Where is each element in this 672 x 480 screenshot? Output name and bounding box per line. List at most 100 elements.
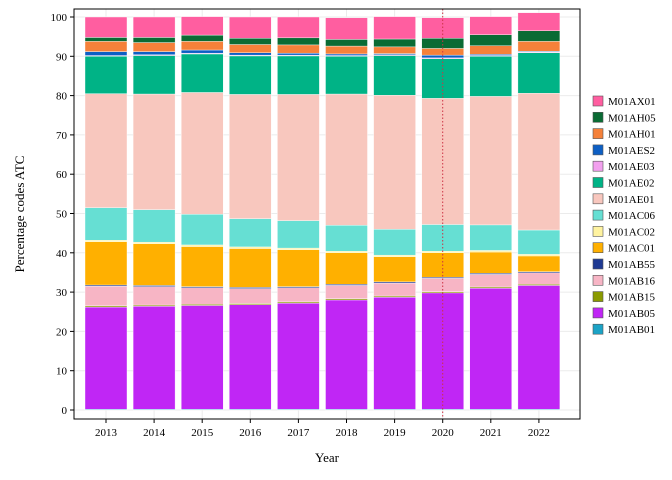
- bar-segment-M01AH05-2022: [517, 30, 561, 42]
- y-tick-label: 0: [62, 405, 68, 417]
- bar-segment-M01AX01-2013: [84, 16, 128, 38]
- bar-segment-M01AB16-2018: [325, 285, 368, 299]
- bar-segment-M01AC06-2017: [277, 220, 320, 249]
- x-tick-label: 2022: [528, 427, 550, 439]
- x-tick-label: 2016: [239, 427, 262, 439]
- y-tick-label: 80: [56, 91, 68, 103]
- bar-segment-M01AH05-2019: [373, 38, 416, 48]
- y-tick-label: 10: [56, 366, 68, 378]
- bar-segment-M01AB16-2021: [469, 274, 512, 288]
- bar-segment-M01AH05-2014: [132, 37, 176, 43]
- x-tick-label: 2013: [95, 427, 118, 439]
- bar-segment-M01AC06-2022: [517, 229, 561, 255]
- legend-swatch-M01AH01: [592, 128, 604, 139]
- legend-swatch-M01AE02: [592, 177, 604, 188]
- bar-segment-M01AE01-2019: [373, 95, 416, 230]
- bar-segment-M01AE02-2017: [277, 55, 320, 95]
- bar-segment-M01AE01-2016: [229, 94, 272, 219]
- bar-segment-M01AC06-2021: [469, 224, 512, 251]
- legend-swatch-M01AB05: [592, 307, 604, 319]
- legend-label-M01AB05: M01AB05: [608, 308, 656, 320]
- legend-label-M01AC02: M01AC02: [608, 226, 655, 238]
- bar-segment-M01AH01-2018: [325, 45, 368, 55]
- bar-segment-M01AC06-2016: [229, 218, 272, 248]
- bar-segment-M01AC02-2018: [325, 251, 368, 253]
- bar-segment-M01AH01-2019: [373, 46, 416, 54]
- legend-swatch-M01AB01: [592, 323, 604, 335]
- bar-segment-M01AB05-2014: [132, 306, 176, 410]
- legend-swatch-M01AB55: [592, 258, 604, 270]
- bar-segment-M01AX01-2015: [180, 16, 224, 36]
- bar-segment-M01AB05-2022: [517, 285, 561, 410]
- bar-segment-M01AH05-2013: [84, 37, 128, 42]
- bar-segment-M01AB16-2014: [132, 286, 176, 306]
- bar-segment-M01AH05-2016: [229, 38, 272, 45]
- bar-segment-M01AES2-2015: [180, 49, 224, 54]
- legend-label-M01AC01: M01AC01: [608, 243, 655, 255]
- bar-segment-M01AB05-2013: [84, 306, 128, 410]
- bar-segment-M01AH01-2017: [277, 44, 320, 54]
- bar-segment-M01AE01-2022: [517, 93, 561, 231]
- bar-segment-M01AX01-2021: [469, 16, 512, 35]
- bar-segment-M01AH05-2017: [277, 37, 320, 46]
- bar-segment-M01AB05-2018: [325, 299, 368, 410]
- bar-segment-M01AE02-2018: [325, 56, 368, 95]
- legend-label-M01AES2: M01AES2: [608, 145, 655, 157]
- bar-segment-M01AX01-2016: [229, 16, 272, 39]
- bar-segment-M01AX01-2017: [277, 16, 320, 39]
- legend-swatch-M01AB16: [592, 274, 604, 286]
- y-tick-label: 100: [51, 12, 68, 24]
- legend-label-M01AX01: M01AX01: [608, 96, 656, 108]
- bar-segment-M01AE02-2021: [469, 56, 512, 97]
- bar-segment-M01AE01-2021: [469, 96, 512, 226]
- x-tick-label: 2019: [384, 427, 407, 439]
- legend-label-M01AB01: M01AB01: [608, 324, 655, 336]
- legend-label-M01AB15: M01AB15: [608, 292, 656, 304]
- bar-segment-M01AH01-2013: [84, 41, 128, 52]
- legend-label-M01AB55: M01AB55: [608, 259, 656, 271]
- legend-swatch-M01AX01: [592, 95, 604, 107]
- legend-swatch-M01AH05: [592, 112, 604, 123]
- x-axis: 2013 2014 2015 2016 2017 2018 2019 2020 2021 2022: [95, 419, 550, 439]
- y-tick-label: 90: [56, 51, 68, 63]
- bar-segment-M01AB05-2020: [421, 292, 464, 410]
- bar-segment-M01AE02-2016: [229, 55, 272, 95]
- bar-segment-M01AC01-2015: [180, 246, 224, 287]
- bar-segment-M01AH01-2016: [229, 44, 272, 53]
- bar-segment-M01AC06-2013: [84, 207, 128, 241]
- bar-segment-M01AC02-2013: [84, 240, 128, 242]
- bar-segment-M01AES2-2018: [325, 53, 368, 56]
- x-tick-label: 2021: [480, 427, 502, 439]
- y-axis: 0 10 20 30 40 50 60 70 80 90 100: [51, 12, 74, 417]
- legend-label-M01AH01: M01AH01: [608, 129, 656, 141]
- bar-segment-M01AB16-2013: [84, 286, 128, 307]
- bar-segment-M01AE01-2013: [84, 93, 128, 208]
- legend-label-M01AC06: M01AC06: [608, 210, 656, 222]
- bar-segment-M01AC01-2021: [469, 251, 512, 274]
- bar-segment-M01AC01-2022: [517, 255, 561, 272]
- bar-segment-M01AB05-2021: [469, 287, 512, 410]
- x-tick-label: 2018: [336, 427, 359, 439]
- bar-segment-M01AB16-2017: [277, 287, 320, 303]
- bar-segment-M01AC02-2019: [373, 254, 416, 257]
- legend-label-M01AB16: M01AB16: [608, 275, 656, 287]
- bar-segment-M01AH01-2015: [180, 41, 224, 51]
- bar-segment-M01AES2-2014: [132, 51, 176, 55]
- legend-swatch-M01AC02: [592, 226, 604, 237]
- bar-segment-M01AH01-2022: [517, 41, 561, 52]
- bar-segment-M01AX01-2018: [325, 17, 368, 40]
- bar-segment-M01AH05-2020: [421, 38, 464, 49]
- bar-segment-M01AE02-2020: [421, 58, 464, 99]
- bar-segment-M01AES2-2016: [229, 52, 272, 56]
- x-axis-title: Year: [315, 450, 340, 465]
- bar-segment-M01AX01-2019: [373, 16, 416, 40]
- y-tick-label: 40: [56, 248, 68, 260]
- bar-segment-M01AC01-2014: [132, 243, 176, 286]
- legend-swatch-M01AC01: [592, 242, 604, 253]
- y-tick-label: 50: [56, 209, 68, 221]
- legend-swatch-M01AE03: [592, 160, 604, 172]
- legend-swatch-M01AB15: [592, 291, 604, 302]
- x-tick-label: 2015: [191, 427, 214, 439]
- bar-segment-M01AE01-2018: [325, 93, 368, 226]
